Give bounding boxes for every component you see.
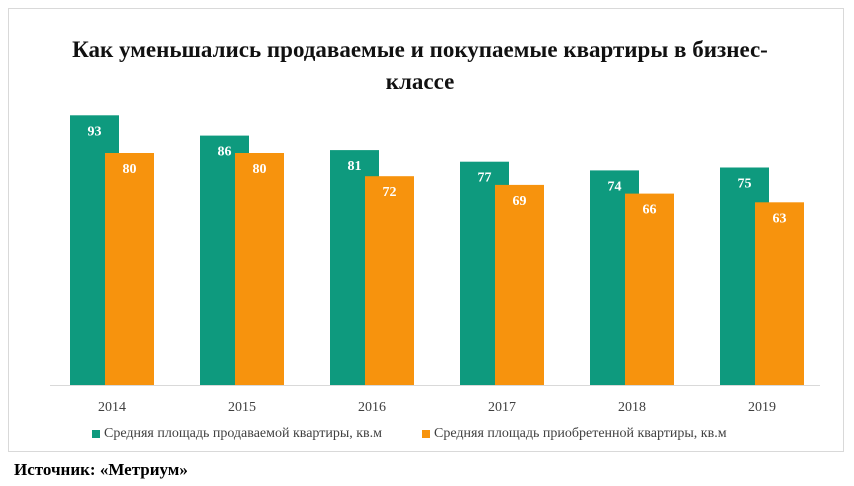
chart-title: Как уменьшались продаваемые и покупаемые…	[72, 37, 768, 94]
legend-label-bought: Средняя площадь приобретенной квартиры, …	[434, 426, 727, 441]
legend-swatch-sold	[92, 430, 100, 438]
chart-legend: Средняя площадь продаваемой квартиры, кв…	[92, 426, 767, 442]
x-tick-label-2019: 2019	[748, 400, 776, 415]
bar-bought-2017	[495, 184, 544, 385]
bar-bought-2014	[105, 153, 154, 385]
data-label-bought-2016: 72	[383, 185, 397, 200]
data-label-sold-2017: 77	[478, 171, 492, 186]
x-tick-label-2018: 2018	[618, 400, 646, 415]
bar-bought-2016	[365, 176, 414, 385]
data-label-sold-2018: 74	[608, 179, 622, 194]
data-label-sold-2015: 86	[218, 145, 232, 160]
data-label-bought-2014: 80	[123, 162, 137, 177]
data-label-sold-2019: 75	[738, 177, 752, 192]
data-label-bought-2018: 66	[643, 203, 657, 218]
legend-swatch-bought	[422, 430, 431, 438]
x-tick-label-2017: 2017	[488, 400, 516, 415]
bar-bought-2018	[625, 193, 674, 385]
source-note: Источник: «Метриум»	[14, 460, 188, 479]
bar-bought-2019	[755, 202, 804, 385]
bar-bought-2015	[235, 153, 284, 385]
legend-item-sold: Средняя площадь продаваемой квартиры, кв…	[92, 426, 382, 442]
x-tick-label-2014: 2014	[98, 400, 126, 415]
x-tick-label-2015: 2015	[228, 400, 256, 415]
legend-label-sold: Средняя площадь продаваемой квартиры, кв…	[104, 426, 383, 441]
data-label-bought-2015: 80	[253, 162, 267, 177]
legend-item-bought: Средняя площадь приобретенной квартиры, …	[422, 426, 727, 442]
data-label-sold-2016: 81	[348, 159, 362, 174]
data-label-sold-2014: 93	[88, 124, 102, 139]
x-tick-label-2016: 2016	[358, 400, 386, 415]
data-label-bought-2019: 63	[773, 211, 787, 226]
data-label-bought-2017: 69	[513, 194, 527, 209]
